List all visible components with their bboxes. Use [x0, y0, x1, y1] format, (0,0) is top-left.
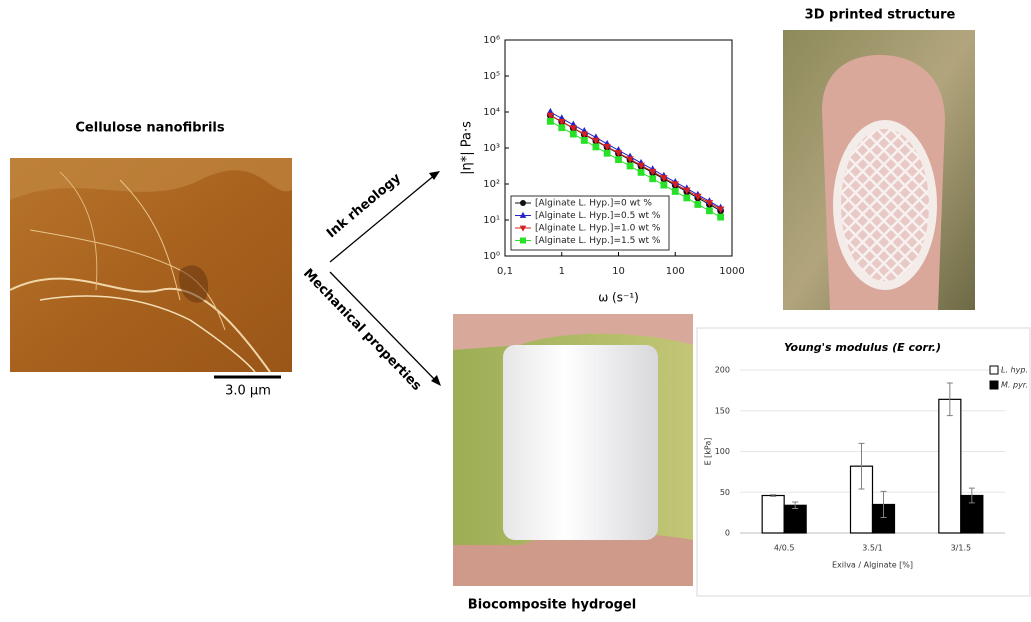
afm-image — [10, 158, 292, 372]
x-tick-label: 1 — [559, 266, 565, 277]
x-axis-label: ω (s⁻¹) — [598, 291, 639, 305]
marker — [570, 131, 577, 138]
legend-label: [Alginate L. Hyp.]=1.0 wt % — [535, 224, 661, 234]
y-tick-label: 10² — [483, 179, 500, 190]
bar — [762, 496, 784, 533]
legend-label: L. hyp. — [1001, 366, 1028, 375]
marker — [683, 195, 690, 202]
bar — [939, 399, 961, 533]
x-axis-label: Exilva / Alginate [%] — [832, 561, 913, 570]
marker — [627, 163, 634, 170]
bar-chart-frame — [697, 328, 1030, 596]
arrow — [330, 272, 437, 382]
x-tick-label: 4/0.5 — [774, 544, 795, 553]
y-tick-label: 200 — [715, 366, 730, 375]
x-tick-label: 1000 — [719, 266, 744, 277]
marker — [615, 156, 622, 163]
y-tick-label: 50 — [720, 488, 730, 497]
marker — [638, 169, 645, 176]
page: {"labels": {"afm_title": "Cellulose nano… — [0, 0, 1031, 622]
x-tick-label: 10 — [612, 266, 625, 277]
hydrogel-title: Biocomposite hydrogel — [468, 598, 636, 613]
legend-marker — [520, 200, 526, 206]
x-tick-label: 3.5/1 — [862, 544, 883, 553]
y-tick-label: 10³ — [483, 143, 500, 154]
y-tick-label: 10⁴ — [483, 107, 500, 118]
afm-title: Cellulose nanofibrils — [75, 121, 224, 136]
x-tick-label: 0,1 — [497, 266, 513, 277]
marker — [604, 150, 611, 157]
y-tick-label: 150 — [715, 406, 730, 415]
y-axis-label: E [kPa] — [704, 438, 713, 466]
y-tick-label: 10¹ — [483, 215, 500, 226]
legend-swatch — [990, 366, 998, 374]
chart-title: Young's modulus (E corr.) — [784, 341, 941, 354]
bar — [784, 505, 806, 533]
marker — [593, 144, 600, 151]
scale-label: 3.0 µm — [225, 384, 271, 399]
marker — [672, 188, 679, 195]
marker — [581, 137, 588, 144]
legend-marker — [520, 238, 526, 244]
legend-swatch — [990, 381, 998, 389]
marker — [660, 182, 667, 189]
x-tick-label: 100 — [666, 266, 685, 277]
legend-label: [Alginate L. Hyp.]=1.5 wt % — [535, 236, 661, 246]
marker — [706, 207, 713, 214]
printed-photo — [783, 30, 975, 310]
figure: 3.0 µm Cellulose nanofibrils Ink rheolog… — [0, 0, 1031, 618]
marker — [547, 118, 554, 125]
marker — [649, 175, 656, 182]
legend-label: [Alginate L. Hyp.]=0.5 wt % — [535, 211, 661, 221]
y-axis-label: |η*| Pa·s — [460, 121, 475, 175]
arrow-label: Mechanical properties — [300, 266, 424, 394]
legend-label: [Alginate L. Hyp.]=0 wt % — [535, 199, 652, 209]
hydrogel-photo — [453, 314, 693, 586]
y-tick-label: 10⁵ — [483, 71, 500, 82]
printed-title: 3D printed structure — [805, 8, 956, 23]
arrow-label: Ink rheology — [324, 170, 404, 241]
marker — [694, 201, 701, 208]
x-tick-label: 3/1.5 — [951, 544, 972, 553]
y-tick-label: 10⁶ — [483, 35, 500, 46]
y-tick-label: 0 — [725, 529, 730, 538]
marker — [717, 214, 724, 221]
y-tick-label: 10⁰ — [483, 251, 500, 262]
legend-label: M. pyr. — [1001, 381, 1028, 390]
marker — [558, 124, 565, 131]
y-tick-label: 100 — [715, 447, 730, 456]
